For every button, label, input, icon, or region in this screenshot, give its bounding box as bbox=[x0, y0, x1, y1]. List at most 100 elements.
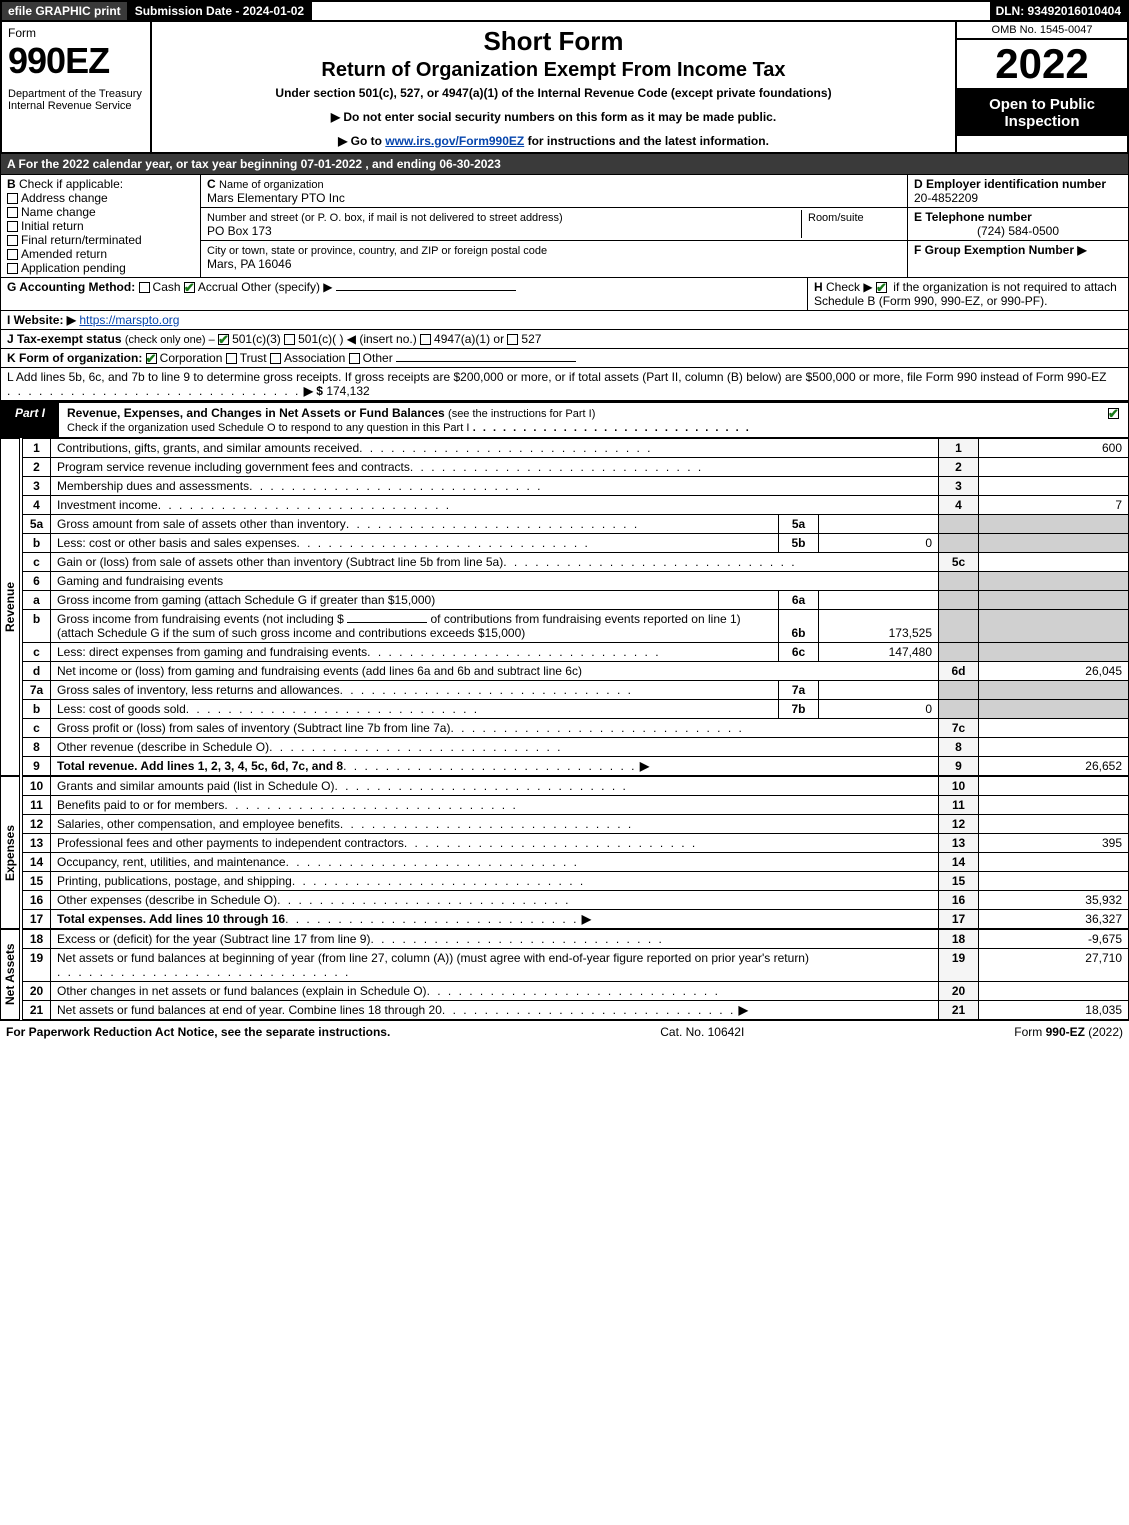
opt-501c: 501(c)( ) ◀ (insert no.) bbox=[298, 332, 417, 346]
line-8: 8Other revenue (describe in Schedule O)8 bbox=[23, 738, 1129, 757]
line-6d: dNet income or (loss) from gaming and fu… bbox=[23, 662, 1129, 681]
opt-name-change: Name change bbox=[21, 205, 96, 219]
H-check-text: Check ▶ bbox=[826, 280, 873, 294]
opt-527: 527 bbox=[521, 332, 541, 346]
goto-pre: ▶ Go to bbox=[338, 134, 385, 148]
line-7b: bLess: cost of goods sold7b0 bbox=[23, 700, 1129, 719]
efile-print-button[interactable]: efile GRAPHIC print bbox=[2, 2, 129, 20]
checkbox-amended-return[interactable] bbox=[7, 249, 18, 260]
cat-no: Cat. No. 10642I bbox=[660, 1025, 744, 1039]
netassets-section: Net Assets 18Excess or (deficit) for the… bbox=[0, 929, 1129, 1020]
street-label: Number and street (or P. O. box, if mail… bbox=[207, 212, 563, 224]
line-5a: 5aGross amount from sale of assets other… bbox=[23, 515, 1129, 534]
expenses-section: Expenses 10Grants and similar amounts pa… bbox=[0, 776, 1129, 929]
checkbox-527[interactable] bbox=[507, 334, 518, 345]
L-dots bbox=[7, 384, 300, 398]
checkbox-accrual[interactable] bbox=[184, 282, 195, 293]
city-value: Mars, PA 16046 bbox=[207, 257, 292, 271]
checkbox-application-pending[interactable] bbox=[7, 263, 18, 274]
label-B: B bbox=[7, 177, 16, 191]
6b-amount-input[interactable] bbox=[347, 622, 427, 623]
line-6b: bGross income from fundraising events (n… bbox=[23, 610, 1129, 643]
checkbox-other-org[interactable] bbox=[349, 353, 360, 364]
line-6: 6Gaming and fundraising events bbox=[23, 572, 1129, 591]
org-name: Mars Elementary PTO Inc bbox=[207, 191, 345, 205]
line-9: 9Total revenue. Add lines 1, 2, 3, 4, 5c… bbox=[23, 757, 1129, 776]
checkbox-initial-return[interactable] bbox=[7, 221, 18, 232]
opt-association: Association bbox=[284, 351, 345, 365]
opt-501c3: 501(c)(3) bbox=[232, 332, 281, 346]
checkbox-association[interactable] bbox=[270, 353, 281, 364]
checkbox-501c3[interactable] bbox=[218, 334, 229, 345]
checkbox-corporation[interactable] bbox=[146, 353, 157, 364]
label-H: H bbox=[814, 280, 823, 294]
opt-accrual: Accrual bbox=[198, 280, 238, 294]
label-C: C bbox=[207, 177, 216, 191]
checkbox-schedule-O[interactable] bbox=[1108, 408, 1119, 419]
line-6c: cLess: direct expenses from gaming and f… bbox=[23, 643, 1129, 662]
omb-number: OMB No. 1545-0047 bbox=[957, 22, 1127, 40]
irs-link[interactable]: www.irs.gov/Form990EZ bbox=[385, 134, 524, 148]
line-15: 15Printing, publications, postage, and s… bbox=[23, 872, 1129, 891]
check-if-applicable: Check if applicable: bbox=[19, 177, 123, 191]
label-F: F Group Exemption Number bbox=[914, 243, 1074, 257]
opt-cash: Cash bbox=[153, 280, 181, 294]
line-3: 3Membership dues and assessments3 bbox=[23, 477, 1129, 496]
checkbox-address-change[interactable] bbox=[7, 193, 18, 204]
line-12: 12Salaries, other compensation, and empl… bbox=[23, 815, 1129, 834]
checkbox-final-return[interactable] bbox=[7, 235, 18, 246]
goto-post: for instructions and the latest informat… bbox=[524, 134, 769, 148]
phone-value: (724) 584-0500 bbox=[914, 224, 1122, 238]
opt-other-org: Other bbox=[363, 351, 393, 365]
part-I-dots bbox=[473, 422, 751, 434]
label-G: G Accounting Method: bbox=[7, 280, 135, 294]
part-I-title-note: (see the instructions for Part I) bbox=[448, 408, 595, 420]
short-form-title: Short Form bbox=[160, 26, 947, 57]
identity-block: B Check if applicable: Address change Na… bbox=[0, 175, 1129, 278]
treasury-dept: Department of the Treasury Internal Reve… bbox=[8, 88, 144, 112]
opt-initial-return: Initial return bbox=[21, 219, 84, 233]
label-J: J Tax-exempt status bbox=[7, 332, 122, 346]
opt-amended-return: Amended return bbox=[21, 247, 107, 261]
line-19: 19Net assets or fund balances at beginni… bbox=[23, 949, 1129, 982]
opt-final-return: Final return/terminated bbox=[21, 233, 142, 247]
revenue-vlabel: Revenue bbox=[0, 438, 20, 776]
city-label: City or town, state or province, country… bbox=[207, 245, 547, 257]
line-11: 11Benefits paid to or for members11 bbox=[23, 796, 1129, 815]
arrow-F: ▶ bbox=[1077, 243, 1086, 257]
top-bar: efile GRAPHIC print Submission Date - 20… bbox=[0, 0, 1129, 22]
label-D: D Employer identification number bbox=[914, 177, 1106, 191]
line-6a: aGross income from gaming (attach Schedu… bbox=[23, 591, 1129, 610]
line-18: 18Excess or (deficit) for the year (Subt… bbox=[23, 930, 1129, 949]
checkbox-name-change[interactable] bbox=[7, 207, 18, 218]
name-of-org-label: Name of organization bbox=[219, 179, 324, 191]
checkbox-trust[interactable] bbox=[226, 353, 237, 364]
L-text: L Add lines 5b, 6c, and 7b to line 9 to … bbox=[7, 370, 1106, 384]
opt-other-specify: Other (specify) ▶ bbox=[241, 280, 332, 294]
checkbox-cash[interactable] bbox=[139, 282, 150, 293]
line-20: 20Other changes in net assets or fund ba… bbox=[23, 982, 1129, 1001]
expenses-vlabel: Expenses bbox=[0, 776, 20, 929]
line-7a: 7aGross sales of inventory, less returns… bbox=[23, 681, 1129, 700]
form-number: 990EZ bbox=[8, 40, 144, 82]
row-A: A For the 2022 calendar year, or tax yea… bbox=[0, 154, 1129, 175]
line-7c: cGross profit or (loss) from sales of in… bbox=[23, 719, 1129, 738]
tax-year: 2022 bbox=[957, 40, 1127, 90]
L-arrow: ▶ $ bbox=[304, 384, 323, 398]
netassets-vlabel: Net Assets bbox=[0, 929, 20, 1020]
other-org-input[interactable] bbox=[396, 361, 576, 362]
checkbox-4947a1[interactable] bbox=[420, 334, 431, 345]
submission-date: Submission Date - 2024-01-02 bbox=[129, 2, 312, 20]
form-header: Form 990EZ Department of the Treasury In… bbox=[0, 22, 1129, 154]
checkbox-501c[interactable] bbox=[284, 334, 295, 345]
line-21: 21Net assets or fund balances at end of … bbox=[23, 1001, 1129, 1020]
website-link[interactable]: https://marspto.org bbox=[79, 313, 179, 327]
part-I-tab: Part I bbox=[1, 403, 59, 437]
opt-corporation: Corporation bbox=[160, 351, 223, 365]
form-word: Form bbox=[8, 26, 144, 40]
J-note: (check only one) – bbox=[125, 334, 215, 346]
other-specify-input[interactable] bbox=[336, 290, 516, 291]
opt-4947a1: 4947(a)(1) or bbox=[434, 332, 504, 346]
label-E: E Telephone number bbox=[914, 210, 1032, 224]
checkbox-H[interactable] bbox=[876, 282, 887, 293]
